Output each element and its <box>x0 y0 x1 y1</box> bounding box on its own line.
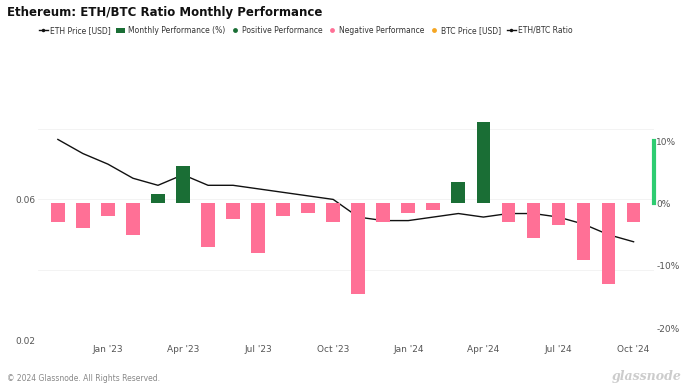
Bar <box>577 204 590 260</box>
Bar <box>326 204 340 222</box>
Bar <box>427 204 440 210</box>
Bar <box>352 204 365 294</box>
Legend: ETH Price [USD], Monthly Performance (%), Positive Performance, Negative Perform: ETH Price [USD], Monthly Performance (%)… <box>36 23 576 38</box>
Bar <box>251 204 265 253</box>
Bar <box>76 204 89 228</box>
Bar <box>477 122 491 204</box>
Bar <box>226 204 240 219</box>
Bar <box>401 204 415 213</box>
Bar <box>627 204 641 222</box>
Bar <box>151 194 165 204</box>
Bar <box>51 204 65 222</box>
Bar <box>552 204 566 225</box>
Bar <box>502 204 515 222</box>
Text: © 2024 Glassnode. All Rights Reserved.: © 2024 Glassnode. All Rights Reserved. <box>7 374 160 383</box>
Bar <box>376 204 390 222</box>
Bar <box>602 204 616 284</box>
Bar <box>526 204 540 238</box>
Bar <box>277 204 290 216</box>
Bar <box>101 204 115 216</box>
Bar <box>301 204 315 213</box>
Bar <box>201 204 215 247</box>
Text: Ethereum: ETH/BTC Ratio Monthly Performance: Ethereum: ETH/BTC Ratio Monthly Performa… <box>7 6 322 19</box>
Bar <box>451 182 465 204</box>
Text: glassnode: glassnode <box>611 370 681 383</box>
Bar <box>126 204 140 235</box>
Bar <box>176 166 190 204</box>
